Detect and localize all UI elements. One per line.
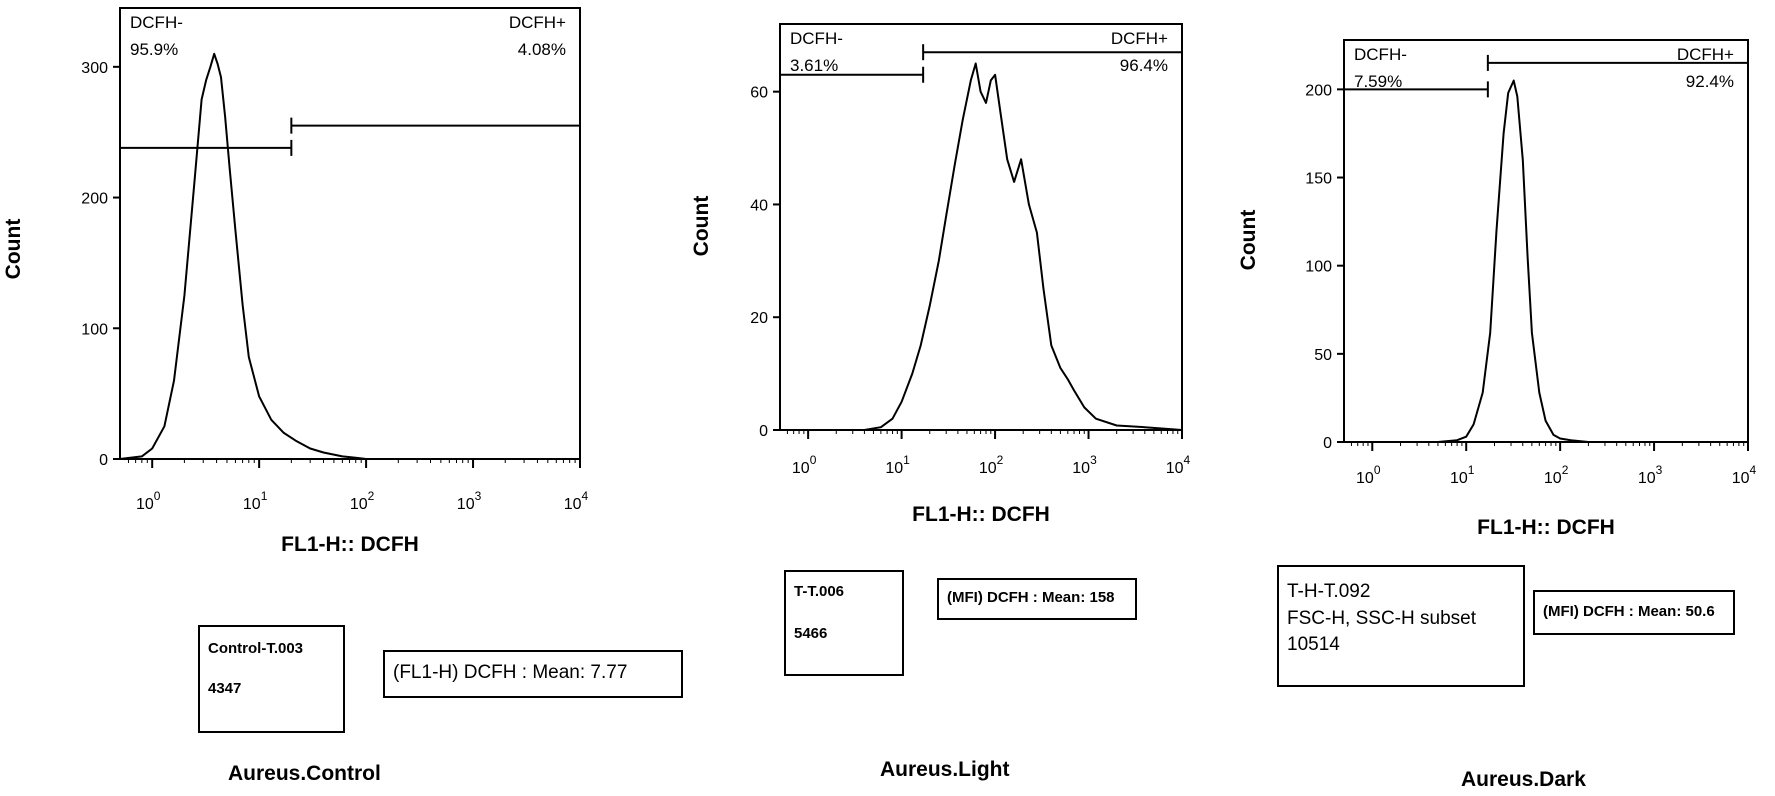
y-axis-label: Count [1237,210,1260,271]
x-axis-label: FL1-H:: DCFH [281,533,419,556]
event-count-text: 4347 [208,680,242,698]
x-tick-label: 102 [1544,463,1569,487]
y-axis-label: Count [690,196,713,257]
histogram-panel-2: 0 20 40 60 100 101 102 103 104 DCFH- 3.61% DCFH+ 96.… [690,23,1191,526]
gate-percent-label: 92.4% [1686,72,1734,91]
histogram-curve [1344,79,1748,443]
y-tick-label: 50 [1314,347,1332,364]
plot-frame [1343,39,1749,443]
panel-title-dark: Aureus.Dark [1461,768,1586,791]
event-count-text: 5466 [794,625,828,643]
panel-title-light: Aureus.Light [880,758,1010,781]
y-tick-label: 40 [750,197,768,214]
panel-title-control: Aureus.Control [228,762,381,785]
gate-percent-label: 96.4% [1120,56,1168,75]
mean-text: (MFI) DCFH : Mean: 158 [947,589,1115,606]
x-axis-label: FL1-H:: DCFH [912,503,1050,526]
x-tick-label: 104 [1166,453,1191,477]
y-tick-label: 200 [81,191,108,208]
dark-mean-box: (MFI) DCFH : Mean: 50.6 [1533,590,1735,635]
y-tick-label: 60 [750,85,768,102]
y-tick-label: 200 [1305,82,1332,99]
x-tick-label: 104 [1732,463,1757,487]
histogram-curve [119,52,580,460]
x-tick-label: 103 [1638,463,1663,487]
control-mean-box: (FL1-H) DCFH : Mean: 7.77 [383,650,683,698]
x-tick-label: 103 [457,489,482,513]
x-tick-label: 104 [564,489,589,513]
subset-text: FSC-H, SSC-H subset [1287,607,1476,629]
event-count-text: 10514 [1287,634,1340,656]
y-axis-label: Count [2,219,25,280]
gate-name-label: DCFH- [1354,45,1407,64]
x-tick-label: 101 [243,489,268,513]
y-tick-label: 0 [759,423,768,440]
x-tick-label: 103 [1072,453,1097,477]
gate-name-label: DCFH+ [1677,45,1734,64]
x-tick-label: 100 [792,453,817,477]
y-tick-label: 150 [1305,171,1332,188]
y-tick-label: 300 [81,60,108,77]
y-tick-label: 0 [1323,435,1332,452]
x-tick-label: 100 [1356,463,1381,487]
x-tick-label: 102 [350,489,375,513]
mean-text: (FL1-H) DCFH : Mean: 7.77 [393,662,628,683]
histogram-panel-1: 0 100 200 300 100 101 102 103 104 DCFH- 95.9% DCFH+… [2,7,589,556]
light-mean-box: (MFI) DCFH : Mean: 158 [937,578,1137,620]
gate-name-label: DCFH+ [509,13,566,32]
x-tick-label: 101 [885,453,910,477]
histogram-curve [780,62,1183,431]
gate-percent-label: 7.59% [1354,72,1402,91]
gate-percent-label: 3.61% [790,56,838,75]
light-sample-info-box: T-T.006 5466 [784,570,904,676]
dark-sample-info-box: T-H-T.092 FSC-H, SSC-H subset 10514 [1277,565,1525,687]
y-tick-label: 100 [81,321,108,338]
histogram-panel-3: 0 50 100 150 200 100 101 102 103 104 DCFH- 7.59% DCF… [1237,39,1757,539]
sample-id-text: T-T.006 [794,583,845,600]
gate-name-label: DCFH+ [1111,29,1168,48]
gate-percent-label: 4.08% [518,40,566,59]
mean-text: (MFI) DCFH : Mean: 50.6 [1543,603,1715,620]
gate-percent-label: 95.9% [130,40,178,59]
sample-id-text: T-H-T.092 [1287,581,1371,602]
gate-name-label: DCFH- [790,29,843,48]
sample-id-text: Control-T.003 [208,640,304,657]
x-tick-label: 100 [136,489,161,513]
x-tick-label: 102 [979,453,1004,477]
y-tick-label: 100 [1305,259,1332,276]
gate-name-label: DCFH- [130,13,183,32]
x-tick-label: 101 [1450,463,1475,487]
x-axis-label: FL1-H:: DCFH [1477,516,1615,539]
control-sample-info-box: Control-T.003 4347 [198,625,345,733]
y-tick-label: 0 [99,452,108,469]
plot-frame [779,23,1183,431]
y-tick-label: 20 [750,310,768,327]
